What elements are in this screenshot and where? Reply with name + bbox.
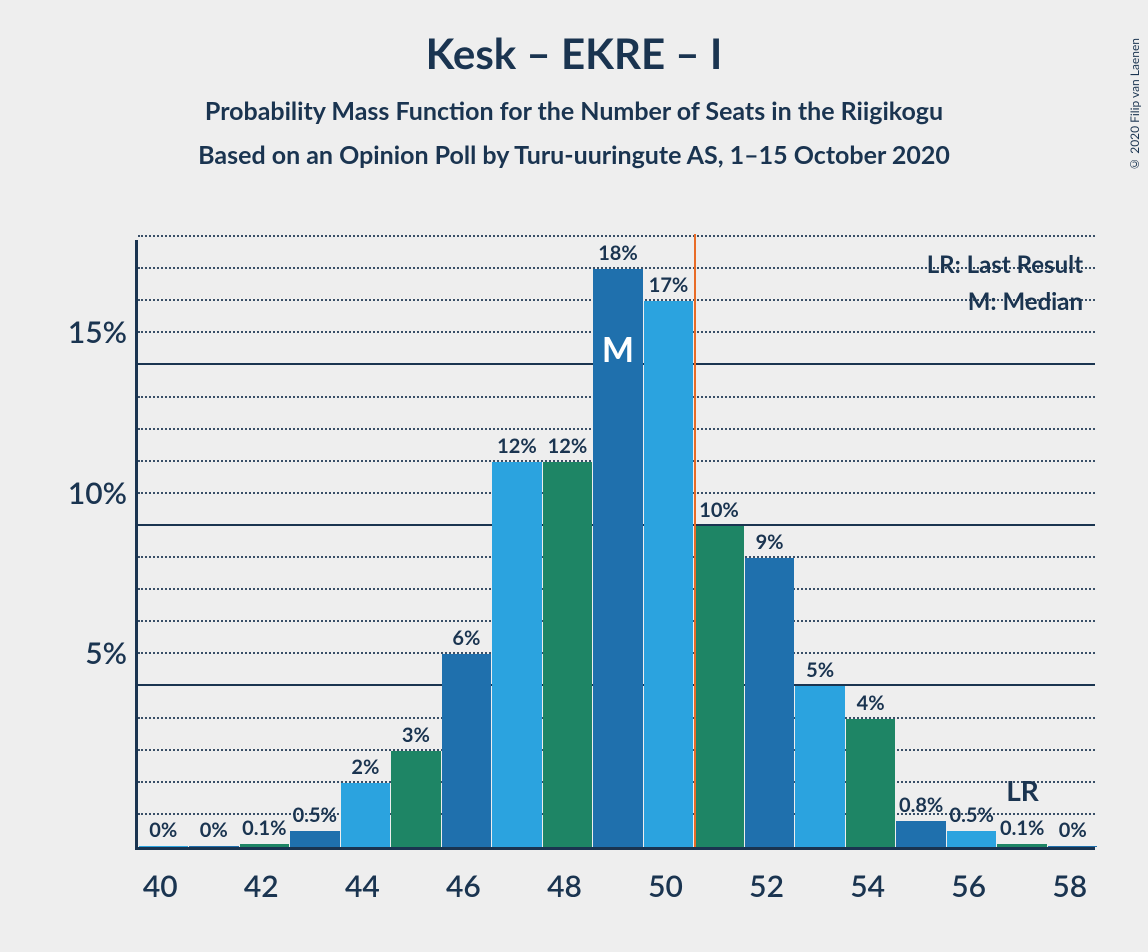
x-axis-labels: 40 42 44 46 48 50 52 54 56 58 (135, 862, 1095, 902)
bars-container: 0%0%0.1%0.5%2%3%6%12%12%18%M17%10%9%5%4%… (138, 240, 1095, 847)
bar: 0.1% (240, 844, 290, 847)
bar: 10% (694, 526, 744, 847)
bar: 0% (139, 846, 189, 847)
chart-subtitle-1: Probability Mass Function for the Number… (0, 96, 1148, 126)
gridline-minor (138, 235, 1095, 237)
bar-value-label: 0.1% (997, 816, 1047, 840)
bar-value-label: 12% (492, 434, 542, 458)
lr-axis-label: LR (1006, 773, 1039, 807)
x-tick-label: 54 (850, 868, 885, 904)
bar: 18%M (593, 269, 643, 847)
bar-value-label: 10% (694, 498, 744, 522)
bar-value-label: 9% (745, 530, 795, 554)
median-marker: M (602, 329, 634, 370)
x-tick-label: 46 (446, 868, 481, 904)
bar-value-label: 0% (189, 818, 239, 842)
chart-subtitle-2: Based on an Opinion Poll by Turu-uuringu… (0, 140, 1148, 170)
x-tick-label: 42 (244, 868, 279, 904)
x-tick-label: 50 (648, 868, 683, 904)
x-tick-label: 58 (1052, 868, 1087, 904)
x-tick-label: 48 (547, 868, 582, 904)
bar: 2% (341, 783, 391, 847)
y-tick-label: 15% (68, 314, 127, 350)
bar-value-label: 2% (341, 755, 391, 779)
pmf-chart: 5%10%15% LR: Last Result M: Median 0%0%0… (65, 240, 1100, 905)
bar: 12% (492, 462, 542, 847)
bar-value-label: 0% (1048, 818, 1098, 842)
x-tick-label: 40 (143, 868, 178, 904)
bar: 6% (442, 654, 492, 847)
x-tick-label: 52 (749, 868, 784, 904)
bar: 5% (795, 686, 845, 847)
bar-value-label: 6% (442, 626, 492, 650)
bar-value-label: 0.5% (290, 803, 340, 827)
bar-value-label: 18% (593, 241, 643, 265)
bar: 0.5% (290, 831, 340, 847)
x-tick-label: 56 (951, 868, 986, 904)
bar: 0.8% (896, 821, 946, 847)
bar-value-label: 0.5% (947, 803, 997, 827)
bar-value-label: 12% (543, 434, 593, 458)
bar-value-label: 0.1% (240, 816, 290, 840)
y-tick-label: 10% (68, 475, 127, 511)
bar: 4% (846, 719, 896, 847)
bar: 9% (745, 558, 795, 847)
plot-area: LR: Last Result M: Median 0%0%0.1%0.5%2%… (135, 240, 1095, 850)
last-result-line (694, 234, 696, 847)
bar: 0.5% (947, 831, 997, 847)
bar-value-label: 0% (139, 818, 189, 842)
bar-value-label: 3% (391, 723, 441, 747)
bar: 17% (644, 301, 694, 847)
bar: 0% (1048, 846, 1098, 847)
bar: 0% (189, 846, 239, 847)
bar: 12% (543, 462, 593, 847)
x-tick-label: 44 (345, 868, 380, 904)
bar-value-label: 17% (644, 273, 694, 297)
bar: 3% (391, 751, 441, 847)
y-axis-labels: 5% 10% 15% (65, 240, 135, 850)
bar: 0.1% (997, 844, 1047, 847)
y-tick-label: 5% (85, 635, 127, 671)
bar-value-label: 0.8% (896, 793, 946, 817)
bar-value-label: 5% (795, 658, 845, 682)
copyright-text: © 2020 Filip van Laenen (1127, 38, 1142, 172)
chart-title: Kesk – EKRE – I (0, 28, 1148, 78)
bar-value-label: 4% (846, 691, 896, 715)
